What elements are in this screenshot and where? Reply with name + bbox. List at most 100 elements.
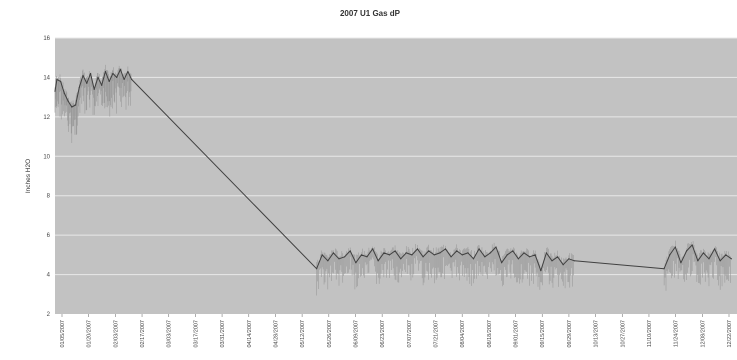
data-point (501, 262, 503, 264)
data-point (674, 246, 676, 248)
x-tick-label: 06/09/2007 (353, 320, 359, 348)
data-point (444, 248, 447, 250)
data-point (489, 252, 491, 254)
y-tick-label: 14 (43, 75, 50, 81)
data-point (349, 250, 351, 252)
x-tick-label: 08/04/2007 (460, 320, 466, 348)
x-tick-label: 07/21/2007 (434, 320, 440, 348)
y-tick-label: 16 (43, 36, 50, 42)
data-point (327, 260, 329, 262)
gridlines (55, 37, 737, 276)
data-point (112, 72, 114, 75)
data-point (366, 256, 368, 258)
data-point (372, 248, 374, 250)
data-point (702, 252, 705, 254)
x-tick-label: 06/23/2007 (380, 320, 386, 348)
x-tick-label: 10/13/2007 (594, 320, 600, 348)
y-tick-label: 8 (47, 194, 51, 200)
data-point (456, 250, 458, 252)
data-point (377, 260, 379, 262)
data-point (686, 250, 688, 252)
data-point (551, 260, 553, 262)
data-point (495, 246, 497, 248)
y-tick-label: 10 (43, 154, 50, 160)
data-point (478, 248, 480, 250)
data-point (725, 254, 727, 256)
data-point (472, 258, 475, 260)
y-axis-ticks: 2 4 6 8 10 12 14 16 (43, 36, 50, 318)
data-point (93, 88, 95, 90)
data-point (97, 76, 99, 78)
data-point (86, 82, 88, 84)
x-tick-label: 05/12/2007 (300, 320, 306, 348)
data-point (467, 252, 469, 254)
series-line (54, 69, 732, 272)
data-point (78, 86, 80, 88)
x-tick-label: 05/26/2007 (327, 320, 333, 348)
x-axis-ticks: 01/05/2007 01/20/2007 02/03/2007 02/17/2007… (60, 314, 733, 348)
data-point (82, 74, 84, 77)
data-point (439, 252, 441, 254)
data-point (428, 250, 430, 252)
data-point (119, 68, 121, 71)
data-point (512, 250, 514, 252)
data-point (540, 270, 542, 272)
data-point (663, 268, 665, 270)
x-tick-label: 01/05/2007 (60, 320, 66, 348)
data-point (708, 258, 710, 260)
x-tick-label: 12/08/2007 (700, 320, 706, 348)
data-point (344, 256, 346, 258)
data-point (89, 72, 92, 75)
x-tick-label: 09/15/2007 (540, 320, 546, 348)
data-point (316, 268, 318, 270)
data-point (71, 106, 73, 108)
data-point (56, 78, 58, 80)
data-point (534, 254, 536, 256)
x-tick-label: 09/01/2007 (514, 320, 520, 348)
data-point (697, 260, 699, 262)
data-point (104, 70, 106, 73)
data-point (394, 250, 396, 252)
y-tick-label: 6 (47, 233, 51, 239)
x-tick-label: 02/03/2007 (113, 320, 119, 348)
x-tick-label: 07/07/2007 (407, 320, 413, 348)
data-point (388, 254, 391, 256)
y-axis-label: Inches H2O (25, 159, 32, 193)
data-point (411, 254, 413, 256)
data-point (573, 260, 576, 262)
x-tick-label: 03/31/2007 (220, 320, 226, 348)
data-point (321, 254, 323, 256)
data-point (101, 84, 103, 86)
x-tick-label: 01/20/2007 (87, 320, 93, 348)
data-point (67, 100, 69, 102)
x-tick-label: 02/17/2007 (140, 320, 146, 348)
data-point (416, 248, 419, 250)
data-point (400, 258, 402, 260)
x-tick-label: 04/14/2007 (247, 320, 253, 348)
data-point (332, 252, 334, 254)
x-tick-label: 09/29/2007 (567, 320, 573, 348)
data-point (484, 256, 486, 258)
data-point (75, 104, 77, 106)
data-point (108, 80, 110, 82)
x-tick-label: 04/28/2007 (273, 320, 279, 348)
data-point (719, 260, 721, 262)
x-tick-label: 03/17/2007 (193, 320, 199, 348)
data-point (562, 264, 564, 266)
data-point (422, 256, 424, 258)
data-point (461, 254, 463, 256)
data-point (714, 248, 716, 250)
data-point (131, 78, 133, 80)
x-tick-label: 11/24/2007 (674, 320, 680, 347)
data-point (669, 254, 671, 256)
data-point (506, 254, 508, 256)
data-point (116, 76, 118, 78)
x-tick-label: 12/22/2007 (727, 320, 733, 348)
data-point (60, 80, 62, 82)
series-layer (54, 68, 733, 272)
data-point (405, 252, 407, 254)
x-tick-label: 10/27/2007 (620, 320, 626, 348)
y-tick-label: 2 (47, 312, 51, 318)
data-point (123, 78, 125, 80)
